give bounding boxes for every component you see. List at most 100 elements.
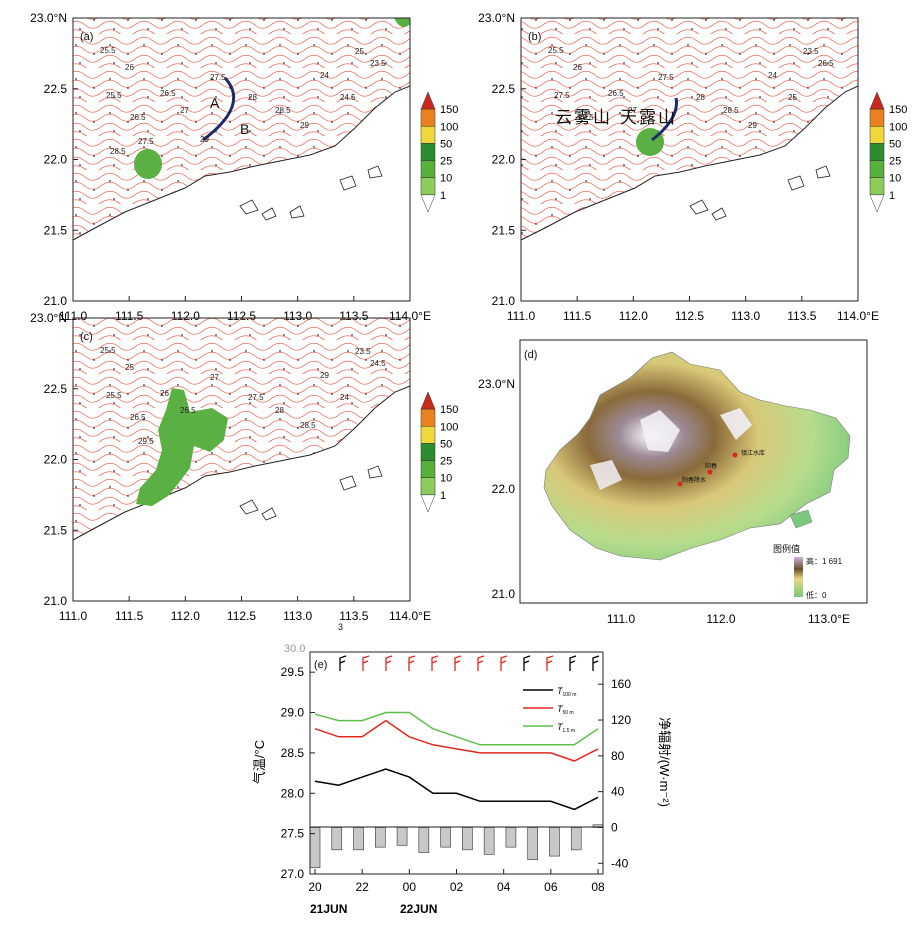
colorbar-segment	[420, 160, 436, 178]
contour-label: 23.5	[355, 347, 371, 356]
colorbar-label: 50	[889, 138, 901, 150]
colorbar-segment	[420, 126, 436, 144]
y-tick-label: 21.5	[492, 223, 516, 237]
colorbar-label: 150	[889, 104, 907, 116]
net-radiation-bar	[375, 827, 386, 848]
x-tick-label: 114.0°E	[837, 309, 879, 323]
colorbar-segment	[420, 477, 436, 496]
colorbar-segment	[420, 391, 436, 410]
net-radiation-bar	[570, 827, 582, 851]
panel-e-ylabel: 气温/°C	[252, 740, 267, 784]
contour-label: 26.5	[160, 89, 176, 98]
panel-a-section-b-label: B	[240, 121, 249, 137]
panel-d-xtick-0: 111.0	[607, 612, 636, 626]
y2-tick-label: 120	[611, 713, 631, 727]
contour-label: 29	[200, 135, 209, 144]
x-tick-label: 114.0°E	[389, 609, 431, 623]
colorbar-segment	[420, 460, 436, 478]
y2-tick-label: 40	[611, 785, 625, 799]
panel-e-legend: T100 m T50 m T1.5 m	[523, 686, 576, 734]
colorbar-segment	[420, 494, 436, 513]
panel-e-x-axis: 20 22 00 02 04 06 08	[308, 869, 605, 894]
panel-d-peak-3	[590, 460, 622, 490]
wind-barb	[454, 655, 462, 671]
panel-d-station-label-1: 阳春	[705, 462, 717, 470]
panel-b-label: (b)	[528, 31, 541, 43]
panel-b-islands	[689, 165, 831, 221]
contour-label: 25.5	[106, 391, 122, 400]
contour-label: 25.5	[548, 46, 564, 55]
panel-d-legend-high: 高：1 691	[806, 556, 843, 566]
panel-c-label: (c)	[80, 331, 93, 343]
colorbar-label: 150	[440, 104, 458, 116]
net-radiation-bar	[440, 827, 451, 848]
panel-d-station-zhenjiang	[732, 452, 738, 458]
panel-d-station-yangchun	[707, 469, 713, 475]
colorbar-label: 10	[440, 473, 452, 485]
contour-label: 28	[275, 406, 284, 415]
colorbar-label: 100	[889, 121, 907, 133]
colorbar-label: 50	[440, 138, 452, 150]
y-tick-label: 21.0	[492, 294, 516, 308]
panel-c-rain-area	[136, 388, 228, 506]
y-tick-label: 22.5	[492, 82, 516, 96]
panel-d-terrain	[543, 351, 851, 561]
panel-b-x-axis: 111.0 111.5 112.0 112.5 113.0 113.5 114.0°E	[507, 296, 879, 323]
panel-c: 25.5 25 26 26.5 27 27.5 28 28.5 29 24 23.5 24.5 25.5…	[30, 311, 458, 632]
y2-tick-label: 0	[611, 820, 618, 834]
panel-e-y2-axis: 160 120 80 40 0 -40	[598, 677, 631, 870]
colorbar-label: 150	[440, 404, 458, 416]
contour-label: 25.5	[100, 346, 116, 355]
panel-b-contour-labels: 25.5 26 26.5 27 27.5 28 28.5 29 24 25 23.5 26.5 27.5…	[548, 46, 834, 130]
contour-label: 26	[160, 389, 169, 398]
contour-label: 27.5	[658, 73, 674, 82]
panel-d-station-label-2: 阳春降水	[682, 476, 706, 484]
contour-label: 28.5	[723, 106, 739, 115]
y-tick-label: 23.0°N	[30, 311, 67, 325]
net-radiation-bar	[505, 827, 517, 848]
colorbar-segment	[420, 194, 436, 213]
y-tick-label: 27.5	[281, 827, 305, 841]
y-tick-label: 29.5	[281, 665, 305, 679]
contour-label: 28	[248, 93, 257, 102]
colorbar-label: 1	[889, 190, 895, 202]
panel-e-temperature-lines	[314, 711, 599, 811]
y2-tick-label: -40	[611, 856, 629, 870]
contour-label: 26.5	[608, 89, 624, 98]
wind-barb	[385, 655, 393, 671]
y-tick-label: 28.5	[281, 746, 305, 760]
y-tick-label: 22.0	[44, 153, 68, 167]
panel-a-colorbar: 150 100 50 25 10 1	[420, 91, 458, 213]
contour-label: 29	[748, 121, 757, 130]
panel-d-ytick-1: 22.0	[492, 482, 516, 496]
legend-label: T50 m	[557, 704, 574, 716]
y-tick-label: 22.5	[44, 382, 68, 396]
net-radiation-bar	[549, 827, 560, 857]
contour-label: 25.5	[100, 46, 116, 55]
wind-barb	[431, 655, 439, 671]
y2-tick-label: 160	[611, 677, 631, 691]
panel-e: (e) 30.0 29.5 29.0 28.5 28.0 27.5 27.0 160 120…	[252, 643, 672, 916]
x-tick-label: 08	[591, 880, 605, 894]
colorbar-segment	[420, 408, 436, 427]
y-tick-label: 21.5	[44, 223, 68, 237]
contour-label: 26.5	[130, 413, 146, 422]
x-tick-label: 113.5	[339, 609, 368, 623]
x-tick-label: 111.0	[59, 609, 88, 623]
panel-d: 镇江水库 阳春 阳春降水 图例值 高：1 691 低：0 (d) 23.0°N …	[478, 339, 868, 626]
net-radiation-bar	[483, 827, 495, 855]
panel-d-y-axis: 23.0°N 22.0 21.0	[478, 377, 515, 601]
contour-label: 28.5	[110, 147, 126, 156]
y-tick-label: 29.0	[281, 706, 305, 720]
x-tick-label: 112.5	[675, 309, 704, 323]
x-tick-label: 04	[497, 880, 511, 894]
net-radiation-bar	[331, 827, 343, 851]
x-tick-label: 112.0	[171, 609, 200, 623]
net-radiation-bar	[396, 827, 408, 846]
x-tick-label: 00	[403, 880, 417, 894]
panel-d-station-rain	[677, 481, 683, 487]
y-tick-label: 21.5	[44, 523, 68, 537]
x-tick-label: 112.0	[619, 309, 648, 323]
x-tick-label: 22	[355, 880, 369, 894]
panel-b-y-axis: 23.0°N 22.5 22.0 21.5 21.0	[478, 11, 526, 308]
